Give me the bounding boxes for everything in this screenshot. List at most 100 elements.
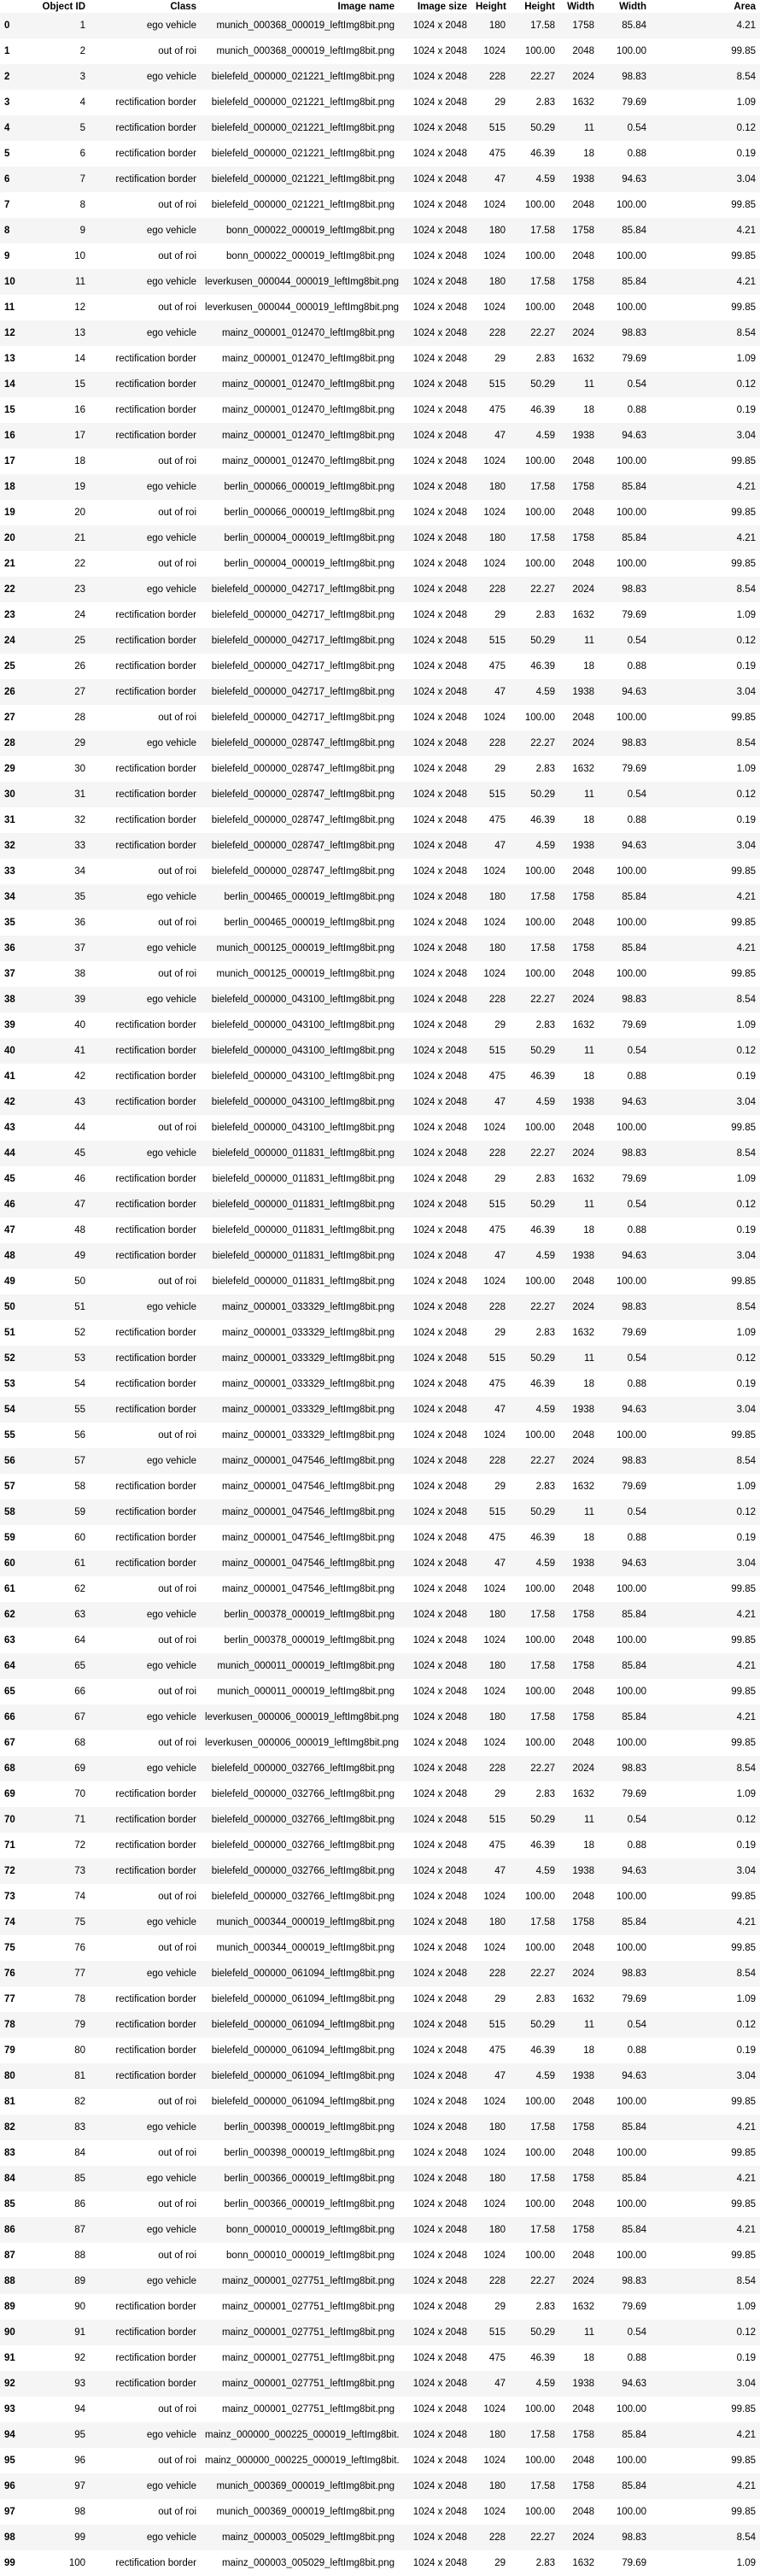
table-cell: 4.21 [736, 226, 756, 236]
table-cell: 2.83 [535, 610, 555, 620]
table-cell: 1938 [572, 2071, 594, 2081]
table-cell: 4.21 [736, 1917, 756, 1928]
table-cell: 8.54 [736, 328, 756, 338]
table-cell: 83 [74, 2122, 85, 2133]
table-row: 92 93 rectification border mainz_000001_027… [0, 2371, 760, 2397]
table-cell: berlin_000465_000019_leftImg8bit.png [224, 918, 395, 928]
row-index: 27 [4, 713, 15, 723]
table-cell: 38 [74, 969, 85, 979]
table-cell: 94 [74, 2404, 85, 2415]
table-cell: 100.00 [616, 2404, 646, 2415]
table-row: 2 3 ego vehicle bielefeld_000000_021221_lef… [0, 64, 760, 90]
row-index: 19 [4, 508, 15, 518]
row-index: 38 [4, 995, 15, 1005]
table-row: 21 22 out of roi berlin_000004_000019_leftI… [0, 551, 760, 577]
table-cell: 1758 [572, 1610, 594, 1620]
table-cell: 29 [494, 354, 506, 364]
table-cell: mainz_000000_000225_000019_leftImg8bit.p… [205, 2456, 399, 2466]
table-cell: 99.85 [731, 1430, 756, 1441]
table-cell: rectification border [115, 841, 196, 851]
table-cell: 1024 x 2048 [412, 2020, 467, 2030]
table-cell: 98.83 [622, 584, 646, 595]
table-cell: 1024 x 2048 [412, 2225, 467, 2235]
table-cell: 0.12 [736, 1046, 756, 1056]
table-cell: 17.58 [530, 2122, 555, 2133]
table-row: 93 94 out of roi mainz_000001_027751_leftIm… [0, 2397, 760, 2422]
table-cell: 228 [488, 1763, 506, 1774]
table-cell: 0.54 [627, 379, 646, 390]
table-cell: rectification border [115, 2071, 196, 2081]
table-cell: 71 [74, 1815, 85, 1825]
table-cell: 100.00 [524, 2199, 555, 2209]
table-cell: 84 [74, 2148, 85, 2158]
table-cell: rectification border [115, 1405, 196, 1415]
table-cell: 99.85 [731, 1635, 756, 1646]
table-cell: rectification border [115, 2558, 196, 2568]
row-index: 67 [4, 1738, 15, 1748]
table-cell: 0.12 [736, 789, 756, 800]
table-cell: 8.54 [736, 1148, 756, 1159]
table-row: 98 99 ego vehicle mainz_000003_005029_leftI… [0, 2525, 760, 2550]
table-cell: 1024 [483, 1584, 506, 1594]
table-row: 48 49 rectification border bielefeld_000000… [0, 1243, 760, 1269]
table-cell: rectification border [115, 815, 196, 825]
row-index: 4 [4, 123, 10, 133]
table-cell: 36 [74, 918, 85, 928]
table-row: 44 45 ego vehicle bielefeld_000000_011831_l… [0, 1141, 760, 1166]
table-cell: 85 [74, 2174, 85, 2184]
table-row: 13 14 rectification border mainz_000001_012… [0, 346, 760, 372]
table-cell: ego vehicle [146, 533, 196, 543]
table-cell: 17.58 [530, 1917, 555, 1928]
table-cell: 100.00 [616, 559, 646, 569]
table-cell: ego vehicle [146, 277, 196, 287]
table-cell: 1632 [572, 1994, 594, 2004]
row-index: 51 [4, 1328, 15, 1338]
table-cell: bielefeld_000000_011831_leftImg8bit.png [212, 1276, 395, 1287]
column-header: Image name [337, 1, 395, 12]
table-row: 42 43 rectification border bielefeld_000000… [0, 1089, 760, 1115]
table-cell: 17 [74, 431, 85, 441]
table-cell: 2 [79, 46, 85, 56]
table-cell: bielefeld_000000_061094_leftImg8bit.png [211, 1969, 395, 1979]
table-cell: 13 [74, 328, 85, 338]
table-row: 60 61 rectification border mainz_000001_047… [0, 1551, 760, 1576]
table-cell: 0.54 [627, 1353, 646, 1364]
table-cell: munich_000011_000019_leftImg8bit.png [217, 1687, 395, 1697]
row-index: 95 [4, 2456, 15, 2466]
table-cell: 2048 [572, 918, 594, 928]
table-cell: 98.83 [622, 2532, 646, 2543]
row-index: 86 [4, 2225, 15, 2235]
table-cell: 0.12 [736, 2327, 756, 2338]
table-cell: 180 [488, 1917, 506, 1928]
table-row: 74 75 ego vehicle munich_000344_000019_left… [0, 1910, 760, 1935]
table-cell: 98 [74, 2507, 85, 2517]
table-cell: 86 [74, 2199, 85, 2209]
table-cell: 99.85 [731, 456, 756, 466]
table-cell: 99.85 [731, 1687, 756, 1697]
table-cell: 0.19 [736, 1533, 756, 1543]
table-cell: out of roi [158, 46, 196, 56]
table-cell: 22.27 [530, 2532, 555, 2543]
row-index: 70 [4, 1815, 15, 1825]
table-cell: 2.83 [535, 1482, 555, 1492]
table-cell: 1024 x 2048 [412, 1969, 467, 1979]
table-cell: 515 [488, 2327, 506, 2338]
table-cell: 100.00 [616, 1276, 646, 1287]
table-cell: 1758 [572, 2430, 594, 2440]
row-index: 20 [4, 533, 15, 543]
table-cell: 3.04 [736, 687, 756, 697]
table-cell: 1024 x 2048 [412, 1328, 467, 1338]
table-cell: berlin_000004_000019_leftImg8bit.png [224, 559, 395, 569]
table-cell: 0.12 [736, 1507, 756, 1517]
table-cell: 0.88 [627, 815, 646, 825]
table-cell: 1.09 [736, 2558, 756, 2568]
table-cell: mainz_000001_012470_leftImg8bit.png [221, 405, 395, 415]
table-cell: 1632 [572, 97, 594, 108]
row-index: 73 [4, 1892, 15, 1902]
table-row: 86 87 ego vehicle bonn_000010_000019_leftIm… [0, 2217, 760, 2243]
table-cell: 1024 x 2048 [412, 1661, 467, 1671]
table-cell: bielefeld_000000_028747_leftImg8bit.png [211, 866, 395, 877]
table-cell: 1024 [483, 1635, 506, 1646]
table-cell: mainz_000001_027751_leftImg8bit.png [221, 2353, 395, 2363]
table-cell: 1024 x 2048 [412, 1251, 467, 1261]
